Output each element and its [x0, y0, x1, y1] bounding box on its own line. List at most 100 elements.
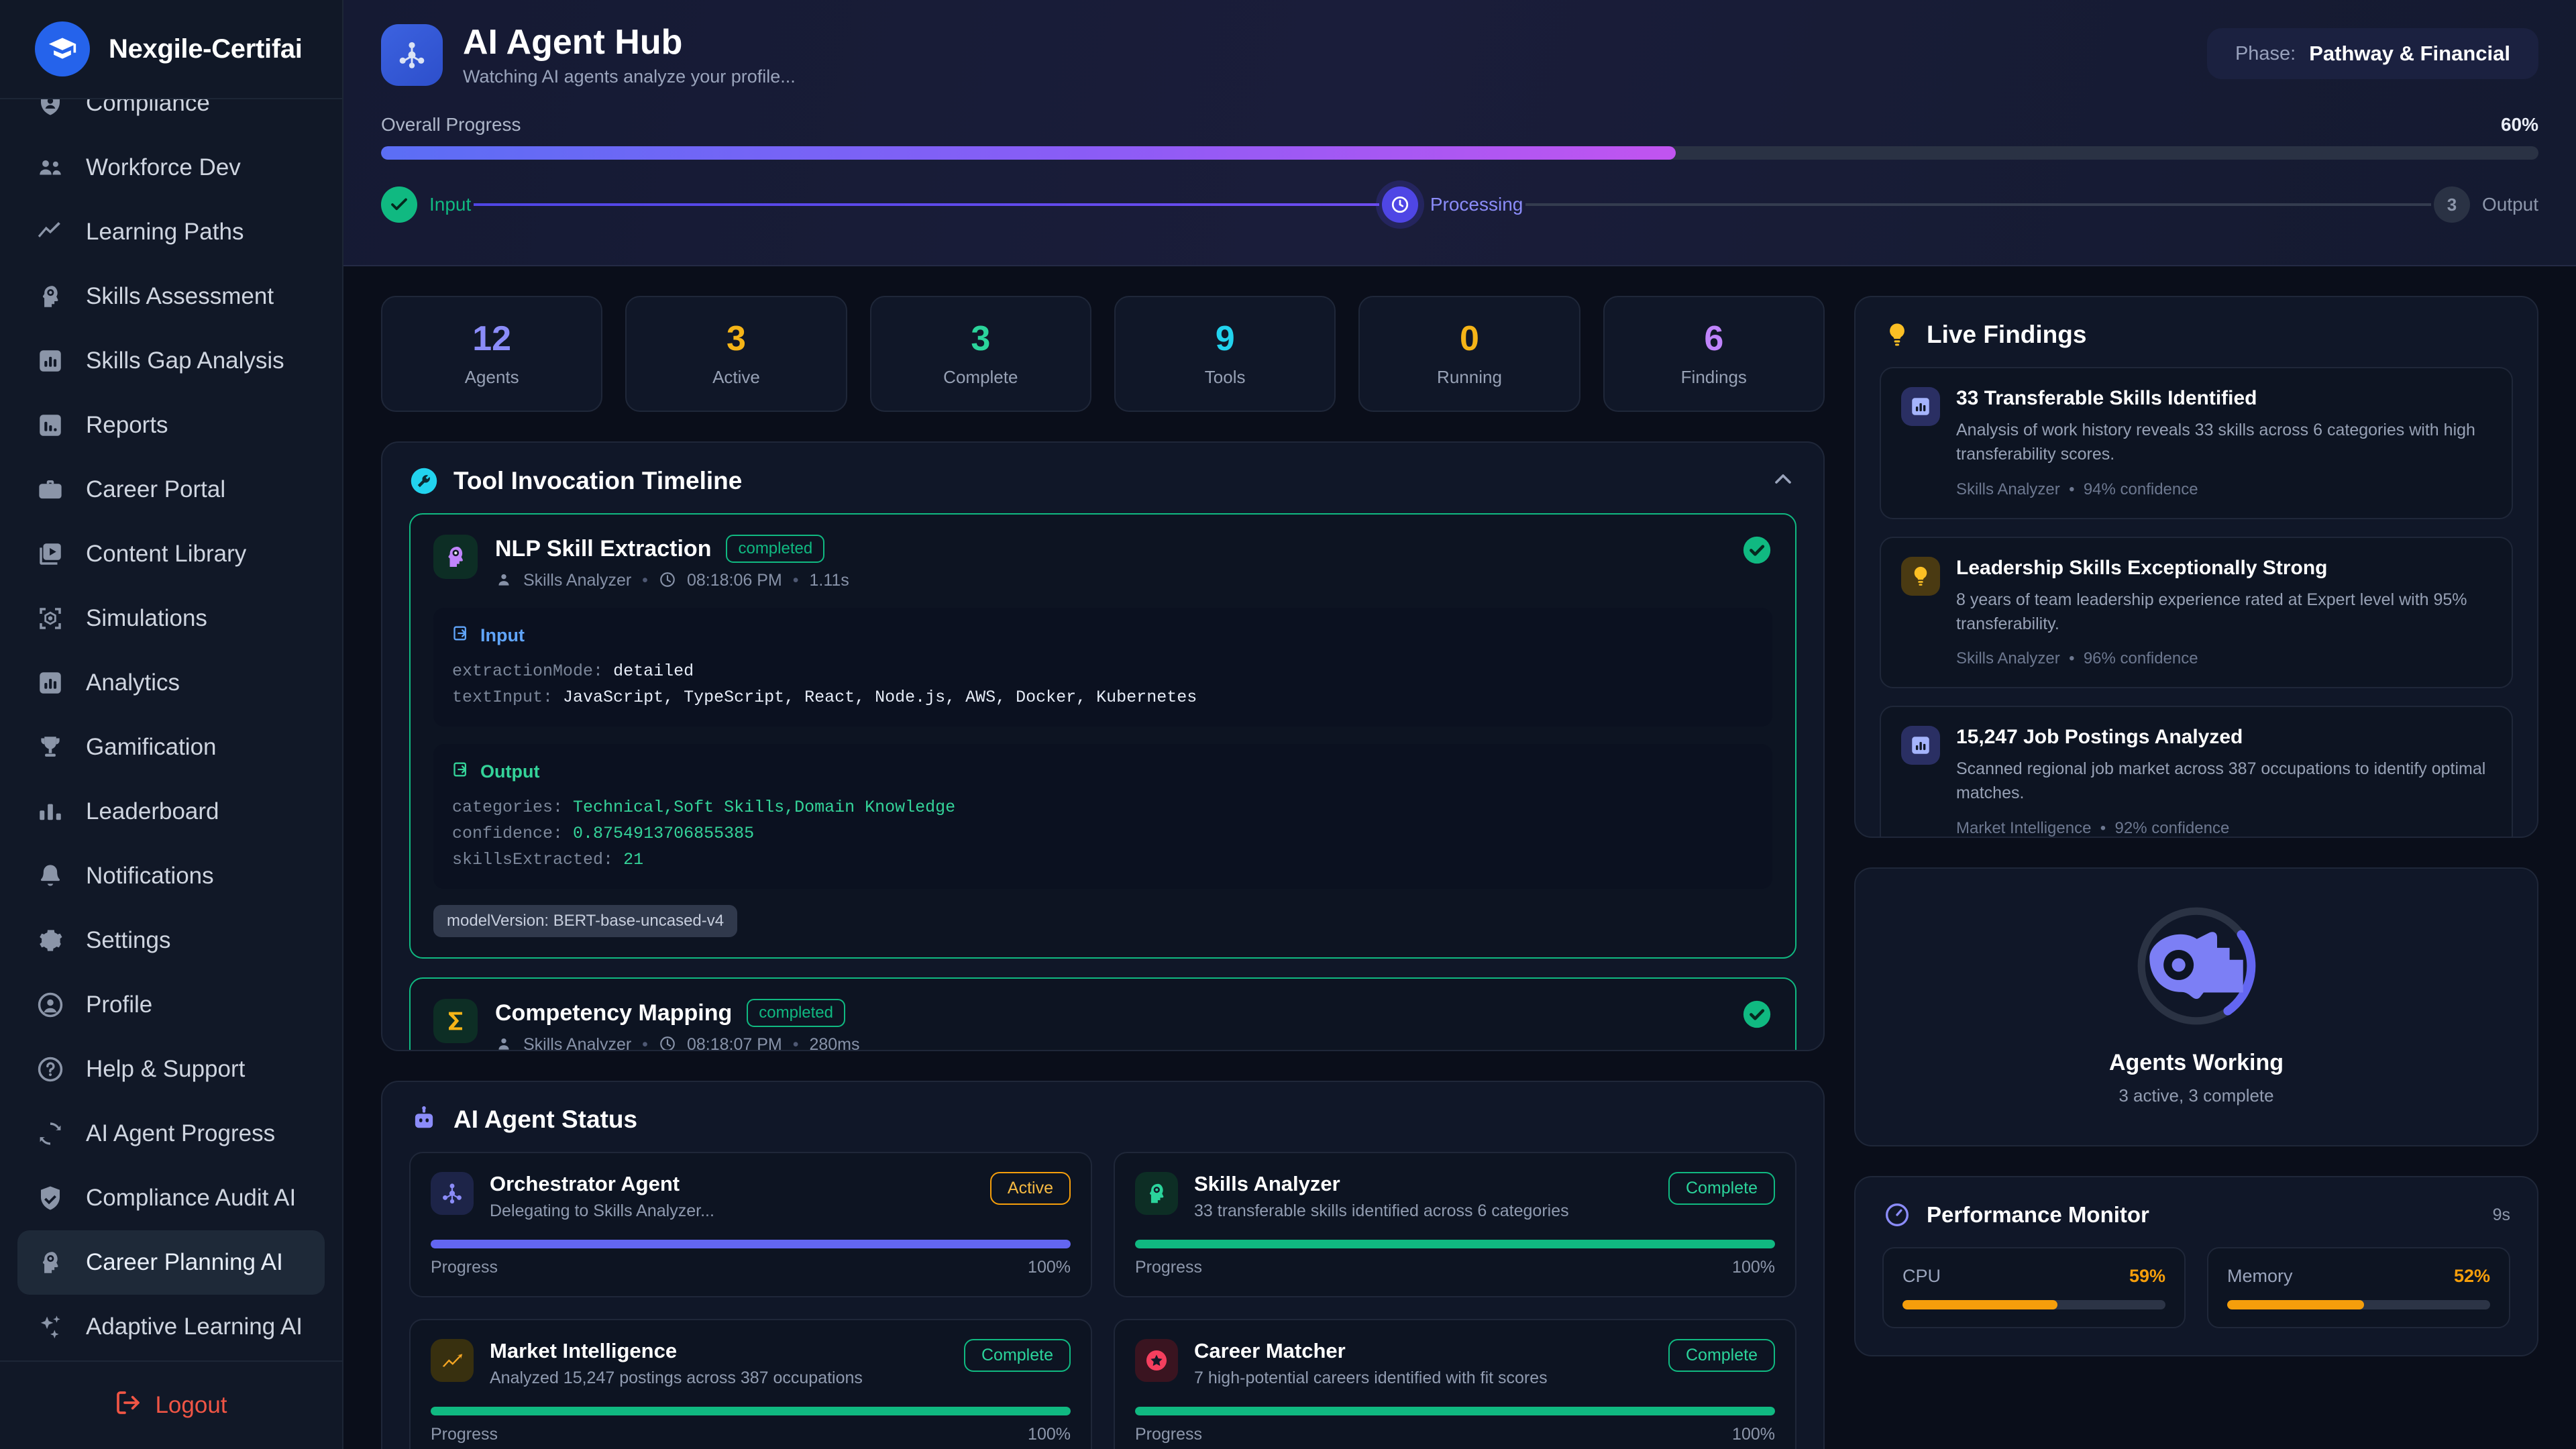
- robot-icon: [409, 1105, 439, 1134]
- output-key: skillsExtracted:: [452, 850, 614, 869]
- agent-name: Orchestrator Agent: [490, 1172, 680, 1195]
- dot-separator: •: [792, 571, 799, 590]
- agent-status-title: AI Agent Status: [453, 1106, 638, 1133]
- brand[interactable]: Nexgile-Certifai: [0, 0, 342, 99]
- sidebar-item-settings[interactable]: Settings: [17, 908, 325, 973]
- agent-progress-value: 100%: [1028, 1425, 1071, 1444]
- briefcase-icon: [35, 474, 66, 505]
- agent-progress-fill: [1135, 1407, 1775, 1415]
- output-key: categories:: [452, 798, 564, 817]
- tool-duration: 280ms: [809, 1035, 860, 1050]
- finding-source: Skills Analyzer: [1956, 480, 2060, 498]
- gauge-icon: [1882, 1200, 1912, 1230]
- cube-scan-icon: [35, 603, 66, 634]
- agent-card[interactable]: Market Intelligence Analyzed 15,247 posti…: [409, 1319, 1092, 1449]
- sidebar-item-skills-assessment[interactable]: Skills Assessment: [17, 264, 325, 329]
- dot-separator: •: [792, 1035, 799, 1050]
- sidebar-item-career-planning-ai[interactable]: Career Planning AI: [17, 1230, 325, 1295]
- sidebar-item-compliance-audit-ai[interactable]: Compliance Audit AI: [17, 1166, 325, 1230]
- agent-card[interactable]: Career Matcher 7 high-potential careers i…: [1114, 1319, 1796, 1449]
- sidebar-item-label: Settings: [86, 927, 171, 953]
- bar-chart-box-icon: [35, 667, 66, 698]
- status-badge: completed: [747, 999, 845, 1027]
- model-version-tag: modelVersion: BERT-base-uncased-v4: [433, 905, 738, 937]
- finding-confidence: 94% confidence: [2083, 480, 2198, 498]
- timeline-item[interactable]: Competency Mapping completed Skills Analyz…: [409, 977, 1796, 1050]
- sidebar-item-profile[interactable]: Profile: [17, 973, 325, 1037]
- sidebar-item-label: Workforce Dev: [86, 154, 241, 180]
- sidebar-item-compliance[interactable]: Compliance: [17, 99, 325, 136]
- agent-description: Analyzed 15,247 postings across 387 occu…: [490, 1368, 863, 1387]
- pipeline-step-processing[interactable]: Processing: [1381, 186, 1523, 223]
- sidebar-item-content-library[interactable]: Content Library: [17, 522, 325, 586]
- performance-monitor-panel: Performance Monitor 9s CPU 59% Memory 52%: [1854, 1176, 2538, 1356]
- working-title: Agents Working: [2108, 1050, 2284, 1075]
- finding-meta: Skills Analyzer • 94% confidence: [1956, 480, 2198, 498]
- sidebar-item-skills-gap-analysis[interactable]: Skills Gap Analysis: [17, 329, 325, 393]
- progress-track: [381, 146, 2538, 160]
- brain-gear-icon: [433, 535, 478, 579]
- bar-chart-box-icon: [1901, 726, 1940, 765]
- sidebar-item-analytics[interactable]: Analytics: [17, 651, 325, 715]
- sidebar-item-simulations[interactable]: Simulations: [17, 586, 325, 651]
- sidebar-item-notifications[interactable]: Notifications: [17, 844, 325, 908]
- agent-card[interactable]: Orchestrator Agent Delegating to Skills A…: [409, 1152, 1092, 1297]
- tool-agent: Skills Analyzer: [523, 571, 632, 590]
- progress-fill: [381, 146, 1676, 160]
- agents-working: Agents Working 3 active, 3 complete: [1856, 869, 2537, 1145]
- pipeline-connector: [474, 203, 1379, 207]
- agent-card[interactable]: Skills Analyzer 33 transferable skills id…: [1114, 1152, 1796, 1297]
- sidebar-item-label: Reports: [86, 412, 168, 438]
- sidebar-item-label: Profile: [86, 991, 153, 1018]
- stat-cards: 12 Agents 3 Active 3 Complete 9 Tools 0 Running 6 F…: [381, 296, 1825, 412]
- sidebar-item-label: Skills Assessment: [86, 283, 274, 309]
- agent-status-badge: Complete: [964, 1339, 1071, 1372]
- refresh-cycle-icon: [35, 1118, 66, 1149]
- stat-label: Agents: [464, 367, 519, 387]
- chevron-up-icon[interactable]: [1770, 466, 1796, 496]
- pipeline-step-input[interactable]: Input: [381, 186, 471, 223]
- check-circle-icon: [1741, 535, 1772, 569]
- pipeline-step-output[interactable]: 3 Output: [2433, 186, 2538, 223]
- question-circle-icon: [35, 1054, 66, 1085]
- stat-value: 6: [1704, 319, 1724, 358]
- sidebar-item-ai-agent-progress[interactable]: AI Agent Progress: [17, 1102, 325, 1166]
- tool-output-box: Output categories: Technical,Soft Skills,…: [433, 744, 1772, 889]
- sidebar-item-label: Gamification: [86, 734, 217, 760]
- agent-name: Market Intelligence: [490, 1339, 678, 1362]
- stat-label: Running: [1437, 367, 1502, 387]
- finding-card[interactable]: 33 Transferable Skills Identified Analysi…: [1880, 367, 2513, 519]
- sidebar: Nexgile-Certifai Compliance Workforce Dev…: [0, 0, 343, 1449]
- logout-button[interactable]: Logout: [115, 1389, 227, 1422]
- working-subtitle: 3 active, 3 complete: [2118, 1085, 2274, 1106]
- input-row: textInput: JavaScript, TypeScript, React…: [452, 684, 1754, 710]
- sidebar-item-leaderboard[interactable]: Leaderboard: [17, 780, 325, 844]
- sidebar-item-learning-paths[interactable]: Learning Paths: [17, 200, 325, 264]
- input-value: JavaScript, TypeScript, React, Node.js, …: [563, 688, 1197, 707]
- sidebar-item-workforce-dev[interactable]: Workforce Dev: [17, 136, 325, 200]
- sidebar-item-reports[interactable]: Reports: [17, 393, 325, 458]
- agent-progress-label: Progress: [1135, 1258, 1203, 1277]
- brain-gear-icon: [35, 281, 66, 312]
- finding-source: Market Intelligence: [1956, 818, 2092, 837]
- gear-icon: [35, 925, 66, 956]
- finding-card[interactable]: Leadership Skills Exceptionally Strong 8 …: [1880, 536, 2513, 688]
- metric-bar-track: [1902, 1300, 2165, 1309]
- shield-check-icon: [35, 1183, 66, 1214]
- output-arrow-icon: [452, 760, 471, 784]
- stat-label: Findings: [1680, 367, 1747, 387]
- bar-columns-icon: [35, 796, 66, 827]
- phase-value: Pathway & Financial: [2309, 42, 2510, 65]
- left-column: 12 Agents 3 Active 3 Complete 9 Tools 0 Running 6 F…: [381, 296, 1825, 1449]
- video-library-icon: [35, 539, 66, 570]
- dot-separator: •: [642, 571, 648, 590]
- finding-card[interactable]: 15,247 Job Postings Analyzed Scanned regi…: [1880, 706, 2513, 837]
- sidebar-item-adaptive-learning-ai[interactable]: Adaptive Learning AI: [17, 1295, 325, 1359]
- lightbulb-icon: [1901, 556, 1940, 596]
- sidebar-item-help-support[interactable]: Help & Support: [17, 1037, 325, 1102]
- sidebar-item-label: Career Portal: [86, 476, 226, 502]
- sidebar-item-career-portal[interactable]: Career Portal: [17, 458, 325, 522]
- sidebar-item-gamification[interactable]: Gamification: [17, 715, 325, 780]
- performance-title: Performance Monitor: [1927, 1202, 2149, 1227]
- timeline-item[interactable]: NLP Skill Extraction completed Skills Anal…: [409, 513, 1796, 959]
